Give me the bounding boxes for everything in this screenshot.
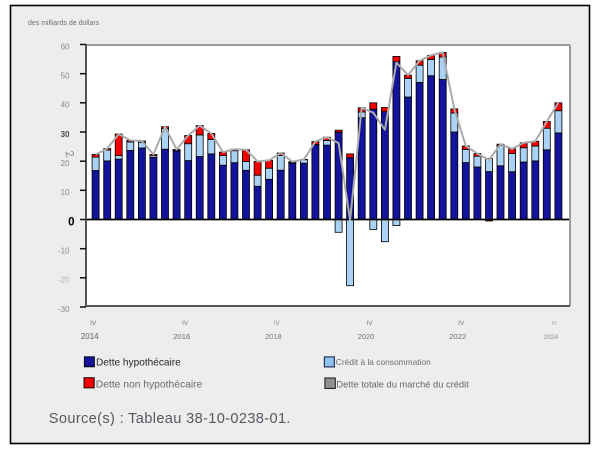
svg-text:60: 60	[61, 42, 70, 51]
svg-text:2024: 2024	[544, 334, 559, 341]
svg-text:IV: IV	[552, 321, 557, 327]
svg-text:50: 50	[61, 72, 70, 81]
svg-text:Dette hypothécaire: Dette hypothécaire	[96, 358, 181, 369]
svg-text:2: 2	[62, 150, 75, 159]
svg-text:des milliards de dollars: des milliards de dollars	[28, 20, 100, 27]
svg-text:0: 0	[68, 216, 74, 228]
svg-text:2020: 2020	[358, 332, 375, 341]
svg-text:40: 40	[61, 101, 70, 110]
svg-text:2016: 2016	[173, 332, 190, 341]
svg-text:IV: IV	[366, 320, 373, 327]
svg-text:Dette non hypothécaire: Dette non hypothécaire	[96, 379, 203, 390]
svg-text:Crédit à la consommation: Crédit à la consommation	[336, 357, 431, 367]
svg-text:Source(s) : Tableau 38-10-0238: Source(s) : Tableau 38-10-0238-01.	[49, 411, 291, 427]
svg-text:20: 20	[61, 159, 70, 168]
svg-text:-10: -10	[58, 247, 70, 256]
svg-text:IV: IV	[182, 320, 189, 327]
svg-text:-30: -30	[58, 305, 70, 314]
svg-text:Dette totale du marché du créd: Dette totale du marché du crédit	[336, 380, 469, 390]
svg-text:IV: IV	[458, 320, 465, 327]
svg-text:30: 30	[61, 130, 70, 139]
svg-text:10: 10	[61, 188, 70, 197]
svg-text:2014: 2014	[81, 332, 99, 341]
svg-text:IV: IV	[274, 321, 280, 327]
svg-text:IV: IV	[90, 320, 97, 327]
svg-text:-20: -20	[58, 276, 70, 285]
svg-text:2022: 2022	[449, 332, 466, 341]
svg-text:2018: 2018	[265, 332, 281, 341]
